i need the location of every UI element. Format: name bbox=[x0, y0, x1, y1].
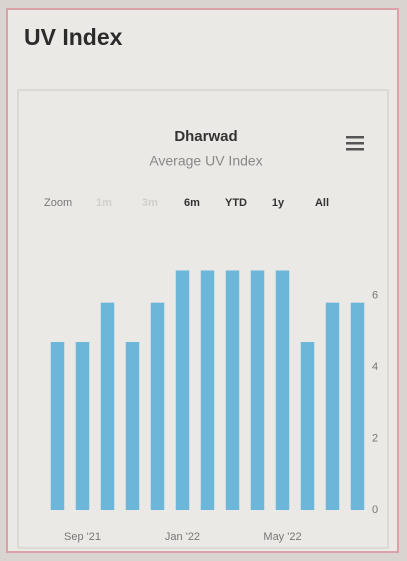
bar bbox=[200, 270, 215, 510]
y-tick-label: 2 bbox=[372, 432, 378, 444]
x-tick-label: Jan '22 bbox=[165, 531, 200, 543]
y-tick-label: 0 bbox=[372, 504, 378, 516]
y-tick-label: 4 bbox=[372, 361, 378, 373]
bar bbox=[275, 270, 290, 510]
bar bbox=[250, 270, 265, 510]
range-button[interactable]: All bbox=[315, 197, 329, 209]
bar bbox=[325, 302, 340, 510]
bar bbox=[350, 302, 365, 510]
chart-frame bbox=[17, 89, 389, 549]
bar bbox=[225, 270, 240, 510]
bar bbox=[150, 302, 165, 510]
bar bbox=[300, 341, 315, 510]
chart-subtitle: Average UV Index bbox=[149, 153, 262, 169]
bar bbox=[175, 270, 190, 510]
x-tick-label: Sep '21 bbox=[64, 531, 101, 543]
bar bbox=[75, 341, 90, 510]
range-button[interactable]: YTD bbox=[225, 197, 247, 209]
range-button[interactable]: 3m bbox=[142, 197, 158, 209]
page-title: UV Index bbox=[24, 24, 123, 50]
range-button[interactable]: 1y bbox=[272, 197, 285, 209]
zoom-label: Zoom bbox=[44, 197, 72, 209]
range-button[interactable]: 1m bbox=[96, 197, 112, 209]
chart-title: Dharwad bbox=[174, 128, 237, 145]
bar bbox=[50, 341, 65, 510]
bar bbox=[100, 302, 115, 510]
menu-icon[interactable] bbox=[346, 136, 364, 151]
range-button[interactable]: 6m bbox=[184, 197, 200, 209]
bar bbox=[125, 341, 140, 510]
y-tick-label: 6 bbox=[372, 289, 378, 301]
x-tick-label: May '22 bbox=[263, 531, 301, 543]
